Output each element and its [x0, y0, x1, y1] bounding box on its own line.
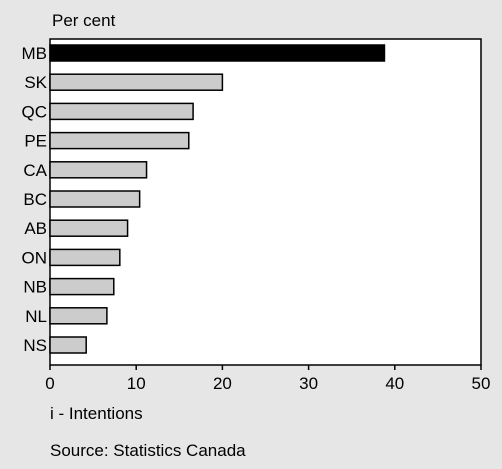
category-label-on: ON: [22, 248, 48, 267]
x-tick-label-30: 30: [299, 374, 318, 393]
y-axis-title: Per cent: [52, 11, 116, 30]
bar-bc: [49, 190, 141, 208]
bar-ns: [49, 336, 87, 354]
category-label-qc: QC: [22, 102, 48, 121]
bar-ca: [49, 161, 148, 179]
category-label-bc: BC: [23, 190, 47, 209]
bar-qc: [49, 102, 194, 121]
category-label-mb: MB: [22, 44, 48, 63]
bar-pe: [49, 131, 190, 150]
category-label-ab: AB: [24, 219, 47, 238]
bar-mb: [49, 44, 386, 62]
category-label-sk: SK: [24, 73, 47, 92]
x-tick-label-0: 0: [45, 374, 54, 393]
bar-ab: [49, 219, 129, 237]
x-tick-label-50: 50: [472, 374, 491, 393]
category-label-nl: NL: [25, 307, 47, 326]
x-axis-ticks: 0 10 20 30 40 50: [45, 365, 490, 393]
bar-on: [49, 248, 121, 267]
bars: [49, 44, 386, 354]
x-tick-label-20: 20: [213, 374, 232, 393]
bar-nb: [49, 277, 115, 296]
bar-nl: [49, 307, 108, 325]
x-tick-label-10: 10: [127, 374, 146, 393]
category-label-ns: NS: [23, 336, 47, 355]
bar-sk: [49, 73, 224, 91]
note-intentions: i - Intentions: [50, 404, 143, 423]
x-tick-label-40: 40: [385, 374, 404, 393]
note-source: Source: Statistics Canada: [50, 441, 246, 460]
category-label-pe: PE: [24, 132, 47, 151]
category-label-nb: NB: [23, 278, 47, 297]
category-label-ca: CA: [23, 161, 47, 180]
category-labels: MB SK QC PE CA BC AB ON NB NL NS: [22, 44, 48, 355]
